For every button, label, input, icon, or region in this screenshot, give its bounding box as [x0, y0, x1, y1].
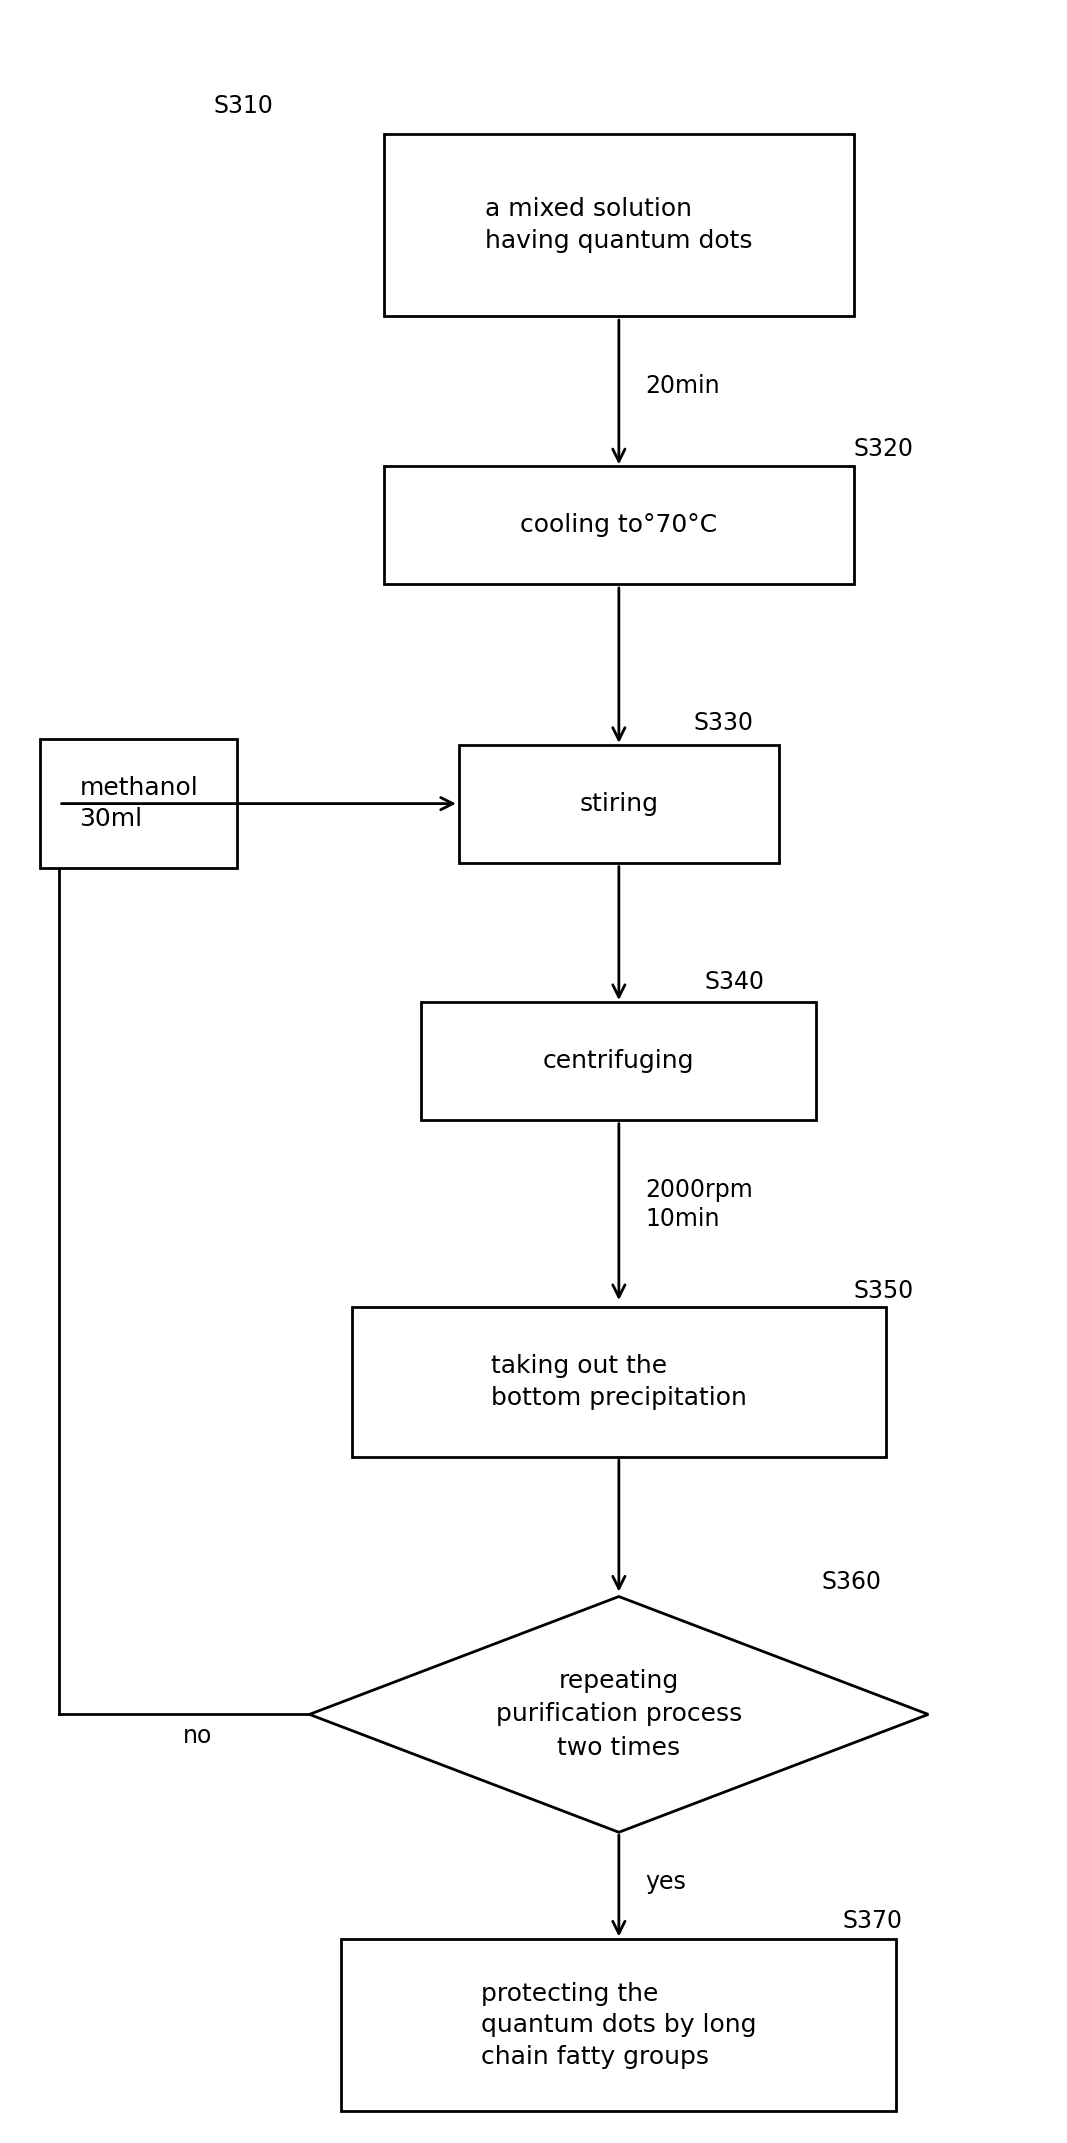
FancyBboxPatch shape	[41, 739, 237, 868]
FancyBboxPatch shape	[384, 133, 854, 315]
Text: S310: S310	[213, 94, 273, 118]
Text: yes: yes	[646, 1869, 686, 1894]
Text: repeating
purification process
two times: repeating purification process two times	[496, 1669, 742, 1759]
Text: 2000rpm
10min: 2000rpm 10min	[646, 1177, 753, 1232]
Text: protecting the
quantum dots by long
chain fatty groups: protecting the quantum dots by long chai…	[481, 1982, 757, 2068]
Text: S360: S360	[822, 1571, 881, 1594]
Text: S370: S370	[843, 1909, 903, 1933]
FancyBboxPatch shape	[352, 1307, 886, 1457]
Polygon shape	[309, 1597, 928, 1832]
Text: stiring: stiring	[579, 791, 658, 816]
FancyBboxPatch shape	[341, 1939, 896, 2111]
Text: a mixed solution
having quantum dots: a mixed solution having quantum dots	[485, 197, 752, 253]
FancyBboxPatch shape	[421, 1003, 816, 1119]
Text: S330: S330	[694, 711, 753, 735]
Text: S340: S340	[704, 971, 764, 994]
Text: 20min: 20min	[646, 373, 720, 399]
FancyBboxPatch shape	[459, 744, 779, 861]
Text: taking out the
bottom precipitation: taking out the bottom precipitation	[491, 1354, 747, 1410]
Text: cooling to°70°C: cooling to°70°C	[521, 512, 717, 538]
Text: methanol
30ml: methanol 30ml	[79, 776, 198, 831]
Text: S350: S350	[854, 1279, 913, 1303]
Text: centrifuging: centrifuging	[543, 1048, 695, 1074]
FancyBboxPatch shape	[384, 465, 854, 583]
Text: no: no	[182, 1723, 212, 1749]
Text: S320: S320	[854, 437, 913, 461]
